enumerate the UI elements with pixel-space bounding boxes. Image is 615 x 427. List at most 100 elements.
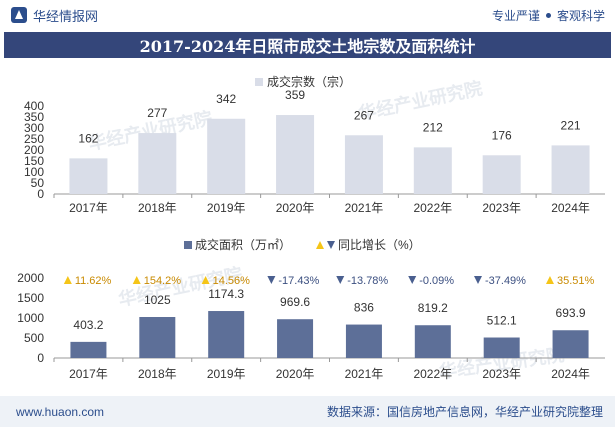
growth-label: 11.62% (75, 275, 112, 287)
growth-up-arrow-icon (545, 276, 554, 284)
growth-label: -17.43% (278, 275, 319, 287)
x-tick-label: 2022年 (413, 367, 452, 381)
brand[interactable]: 华经情报网 (10, 6, 98, 25)
count-bar (413, 147, 452, 194)
area-bar (414, 325, 451, 358)
count-bar (276, 115, 315, 194)
separator-dot-icon (545, 12, 551, 18)
growth-label: 35.51% (557, 275, 595, 287)
area-data-label: 403.2 (73, 318, 103, 332)
footer: www.huaon.com 数据来源：国信房地产信息网，华经产业研究院整理 (0, 396, 615, 427)
y-tick-label: 0 (37, 351, 44, 365)
x-tick-label: 2018年 (138, 367, 177, 381)
chart-title: 2017-2024年日照市成交土地宗数及面积统计 (139, 37, 476, 56)
area-bar (552, 330, 589, 358)
count-bar (344, 135, 383, 194)
count-bar (207, 118, 246, 194)
legend-down-arrow-icon (327, 241, 335, 249)
count-data-label: 212 (423, 120, 443, 134)
growth-label: -0.09% (419, 275, 454, 287)
growth-label: -37.49% (485, 275, 526, 287)
slogan: 专业严谨 客观科学 (492, 7, 605, 24)
y-tick-label: 200 (24, 143, 44, 157)
legend-area-label: 成交面积（万㎡） (195, 237, 291, 252)
legend-up-arrow-icon (316, 241, 324, 249)
count-data-label: 342 (216, 92, 236, 106)
y-tick-label: 350 (24, 110, 44, 124)
area-bar (483, 337, 520, 358)
growth-down-arrow-icon (473, 276, 482, 284)
x-tick-label: 2022年 (413, 201, 452, 215)
x-tick-label: 2024年 (551, 201, 590, 215)
y-tick-label: 400 (24, 99, 44, 113)
growth-up-arrow-icon (63, 276, 72, 284)
x-tick-label: 2021年 (345, 367, 384, 381)
growth-down-arrow-icon (267, 276, 276, 284)
x-tick-label: 2017年 (69, 201, 108, 215)
y-tick-label: 100 (24, 165, 44, 179)
y-tick-label: 250 (24, 132, 44, 146)
area-bar (345, 324, 382, 358)
x-tick-label: 2020年 (276, 367, 315, 381)
area-data-label: 512.1 (487, 314, 517, 328)
top-bar: 华经情报网 专业严谨 客观科学 (0, 0, 615, 30)
slogan-right: 客观科学 (556, 8, 605, 23)
area-bar (277, 319, 314, 358)
area-data-label: 693.9 (556, 306, 586, 320)
count-bar (138, 133, 177, 194)
y-tick-label: 300 (24, 121, 44, 135)
growth-down-arrow-icon (408, 276, 417, 284)
area-data-label: 819.2 (418, 301, 448, 315)
watermark-text: 华经产业研究院 (356, 77, 484, 125)
area-data-label: 836 (354, 301, 374, 315)
x-tick-label: 2023年 (482, 201, 521, 215)
y-tick-label: 0 (37, 187, 44, 201)
area-bar (208, 311, 245, 358)
growth-down-arrow-icon (336, 276, 345, 284)
growth-label: -13.78% (347, 275, 388, 287)
count-data-label: 267 (354, 108, 374, 122)
brand-logo-icon (11, 7, 27, 23)
growth-label: 154.2% (144, 275, 182, 287)
count-bar (69, 158, 108, 194)
area-data-label: 969.6 (280, 295, 310, 309)
area-data-label: 1174.3 (208, 287, 244, 301)
y-tick-label: 500 (24, 331, 44, 345)
count-data-label: 162 (78, 131, 98, 145)
area-data-label: 1025 (144, 293, 171, 307)
count-bar (551, 145, 590, 194)
growth-label: 14.56% (213, 275, 251, 287)
charts-area: 华经产业研究院华经产业研究院华经产业研究院华经产业研究院成交宗数（宗）05010… (17, 74, 605, 383)
count-data-label: 221 (561, 118, 581, 132)
x-tick-label: 2019年 (207, 367, 246, 381)
chart-title-bar: 2017-2024年日照市成交土地宗数及面积统计 (4, 32, 611, 58)
x-tick-label: 2021年 (345, 201, 384, 215)
count-bar (482, 155, 521, 194)
x-tick-label: 2023年 (482, 367, 521, 381)
brand-name: 华经情报网 (33, 8, 99, 24)
area-bar (139, 317, 176, 358)
count-data-label: 277 (147, 106, 167, 120)
x-tick-label: 2017年 (69, 367, 108, 381)
legend-area-swatch (184, 241, 192, 249)
area-bar (70, 341, 107, 358)
x-tick-label: 2020年 (276, 201, 315, 215)
footer-source: 数据来源：国信房地产信息网，华经产业研究院整理 (326, 405, 603, 419)
count-data-label: 176 (492, 128, 512, 142)
x-tick-label: 2024年 (551, 367, 590, 381)
y-tick-label: 2000 (17, 271, 44, 285)
x-tick-label: 2018年 (138, 201, 177, 215)
growth-up-arrow-icon (201, 276, 210, 284)
footer-website[interactable]: www.huaon.com (16, 404, 105, 419)
y-tick-label: 1500 (17, 291, 44, 305)
growth-up-arrow-icon (132, 276, 141, 284)
legend-growth-label: 同比增长（%） (338, 238, 421, 252)
y-tick-label: 150 (24, 154, 44, 168)
y-tick-label: 50 (31, 176, 45, 190)
slogan-left: 专业严谨 (491, 8, 540, 23)
x-tick-label: 2019年 (207, 201, 246, 215)
legend-count-label: 成交宗数（宗） (267, 74, 351, 89)
count-data-label: 359 (285, 88, 305, 102)
y-tick-label: 1000 (17, 311, 44, 325)
legend-count-swatch (255, 78, 263, 86)
